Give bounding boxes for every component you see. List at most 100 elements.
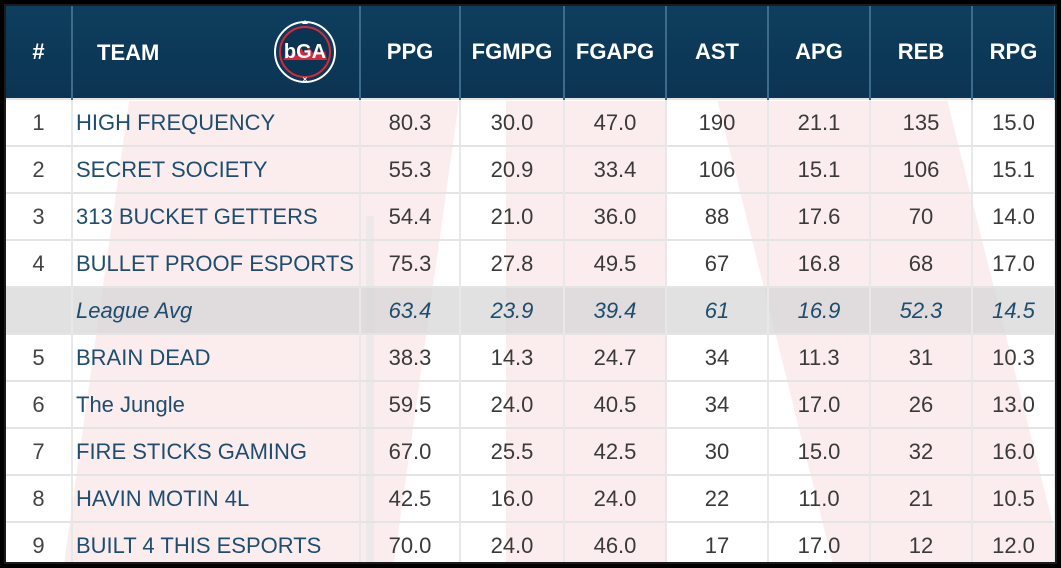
rpg-cell: 15.0: [972, 98, 1055, 146]
table-row: 2 SECRET SOCIETY 55.3 20.9 33.4 106 15.1…: [6, 145, 1055, 193]
reb-cell: 68: [870, 239, 973, 287]
table-row: 1 HIGH FREQUENCY 80.3 30.0 47.0 190 21.1…: [6, 98, 1055, 146]
fgapg-cell: 49.5: [564, 239, 667, 287]
fgapg-cell: 39.4: [564, 286, 667, 334]
header-ppg[interactable]: PPG: [360, 6, 461, 99]
ast-cell: 22: [666, 474, 769, 522]
ppg-cell: 38.3: [360, 333, 461, 381]
rpg-cell: 14.0: [972, 192, 1055, 240]
rank-cell: 7: [6, 427, 73, 475]
fgmpg-cell: 30.0: [460, 98, 565, 146]
table-row: 9 BUILT 4 THIS ESPORTS 70.0 24.0 46.0 17…: [6, 521, 1055, 562]
team-stats-table: # TEAM bGA × PPG F: [6, 6, 1055, 562]
rpg-cell: 12.0: [972, 521, 1055, 562]
team-name-cell: BRAIN DEAD: [72, 333, 361, 381]
fgmpg-cell: 24.0: [460, 380, 565, 428]
reb-cell: 32: [870, 427, 973, 475]
ppg-cell: 75.3: [360, 239, 461, 287]
team-name-cell: HIGH FREQUENCY: [72, 98, 361, 146]
apg-cell: 15.0: [768, 427, 871, 475]
rank-cell: 2: [6, 145, 73, 193]
team-name-cell: 313 BUCKET GETTERS: [72, 192, 361, 240]
fgmpg-cell: 23.9: [460, 286, 565, 334]
bga-logo-icon: bGA ×: [274, 20, 336, 84]
header-row: # TEAM bGA × PPG F: [6, 6, 1055, 99]
team-name-cell: The Jungle: [72, 380, 361, 428]
fgapg-cell: 24.0: [564, 474, 667, 522]
reb-cell: 31: [870, 333, 973, 381]
table-row: 6 The Jungle 59.5 24.0 40.5 34 17.0 26 1…: [6, 380, 1055, 428]
reb-cell: 21: [870, 474, 973, 522]
ppg-cell: 70.0: [360, 521, 461, 562]
ppg-cell: 80.3: [360, 98, 461, 146]
ppg-cell: 67.0: [360, 427, 461, 475]
apg-cell: 16.8: [768, 239, 871, 287]
team-name-cell: HAVIN MOTIN 4L: [72, 474, 361, 522]
rank-cell: 5: [6, 333, 73, 381]
ast-cell: 106: [666, 145, 769, 193]
header-fgapg[interactable]: FGAPG: [564, 6, 667, 99]
apg-cell: 17.0: [768, 380, 871, 428]
table-row: 5 BRAIN DEAD 38.3 14.3 24.7 34 11.3 31 1…: [6, 333, 1055, 381]
header-team-label: TEAM: [97, 40, 160, 65]
header-apg[interactable]: APG: [768, 6, 871, 99]
rank-cell: 8: [6, 474, 73, 522]
fgmpg-cell: 20.9: [460, 145, 565, 193]
fgmpg-cell: 14.3: [460, 333, 565, 381]
team-name-cell: SECRET SOCIETY: [72, 145, 361, 193]
header-team[interactable]: TEAM bGA ×: [72, 6, 361, 99]
fgmpg-cell: 21.0: [460, 192, 565, 240]
ast-cell: 67: [666, 239, 769, 287]
ast-cell: 30: [666, 427, 769, 475]
ppg-cell: 42.5: [360, 474, 461, 522]
fgapg-cell: 36.0: [564, 192, 667, 240]
team-name-cell: BUILT 4 THIS ESPORTS: [72, 521, 361, 562]
apg-cell: 21.1: [768, 98, 871, 146]
rpg-cell: 10.5: [972, 474, 1055, 522]
apg-cell: 17.6: [768, 192, 871, 240]
fgmpg-cell: 25.5: [460, 427, 565, 475]
svg-text:×: ×: [303, 75, 308, 84]
rank-cell: 9: [6, 521, 73, 562]
rpg-cell: 16.0: [972, 427, 1055, 475]
fgapg-cell: 46.0: [564, 521, 667, 562]
fgapg-cell: 33.4: [564, 145, 667, 193]
rpg-cell: 17.0: [972, 239, 1055, 287]
ast-cell: 88: [666, 192, 769, 240]
ppg-cell: 59.5: [360, 380, 461, 428]
reb-cell: 26: [870, 380, 973, 428]
ppg-cell: 55.3: [360, 145, 461, 193]
rpg-cell: 10.3: [972, 333, 1055, 381]
fgapg-cell: 40.5: [564, 380, 667, 428]
rank-cell: [6, 286, 73, 334]
reb-cell: 135: [870, 98, 973, 146]
rpg-cell: 13.0: [972, 380, 1055, 428]
fgapg-cell: 47.0: [564, 98, 667, 146]
apg-cell: 16.9: [768, 286, 871, 334]
header-rpg[interactable]: RPG: [972, 6, 1055, 99]
header-fgmpg[interactable]: FGMPG: [460, 6, 565, 99]
stats-table-frame: # TEAM bGA × PPG F: [4, 4, 1057, 564]
header-rank[interactable]: #: [6, 6, 73, 99]
ast-cell: 61: [666, 286, 769, 334]
fgapg-cell: 24.7: [564, 333, 667, 381]
fgapg-cell: 42.5: [564, 427, 667, 475]
reb-cell: 52.3: [870, 286, 973, 334]
header-reb[interactable]: REB: [870, 6, 973, 99]
reb-cell: 12: [870, 521, 973, 562]
apg-cell: 17.0: [768, 521, 871, 562]
rpg-cell: 14.5: [972, 286, 1055, 334]
table-row: 7 FIRE STICKS GAMING 67.0 25.5 42.5 30 1…: [6, 427, 1055, 475]
apg-cell: 15.1: [768, 145, 871, 193]
rank-cell: 1: [6, 98, 73, 146]
ppg-cell: 54.4: [360, 192, 461, 240]
apg-cell: 11.0: [768, 474, 871, 522]
ast-cell: 190: [666, 98, 769, 146]
table-row: 4 BULLET PROOF ESPORTS 75.3 27.8 49.5 67…: [6, 239, 1055, 287]
header-ast[interactable]: AST: [666, 6, 769, 99]
rpg-cell: 15.1: [972, 145, 1055, 193]
league-average-row: League Avg 63.4 23.9 39.4 61 16.9 52.3 1…: [6, 286, 1055, 334]
reb-cell: 106: [870, 145, 973, 193]
rank-cell: 3: [6, 192, 73, 240]
rank-cell: 6: [6, 380, 73, 428]
